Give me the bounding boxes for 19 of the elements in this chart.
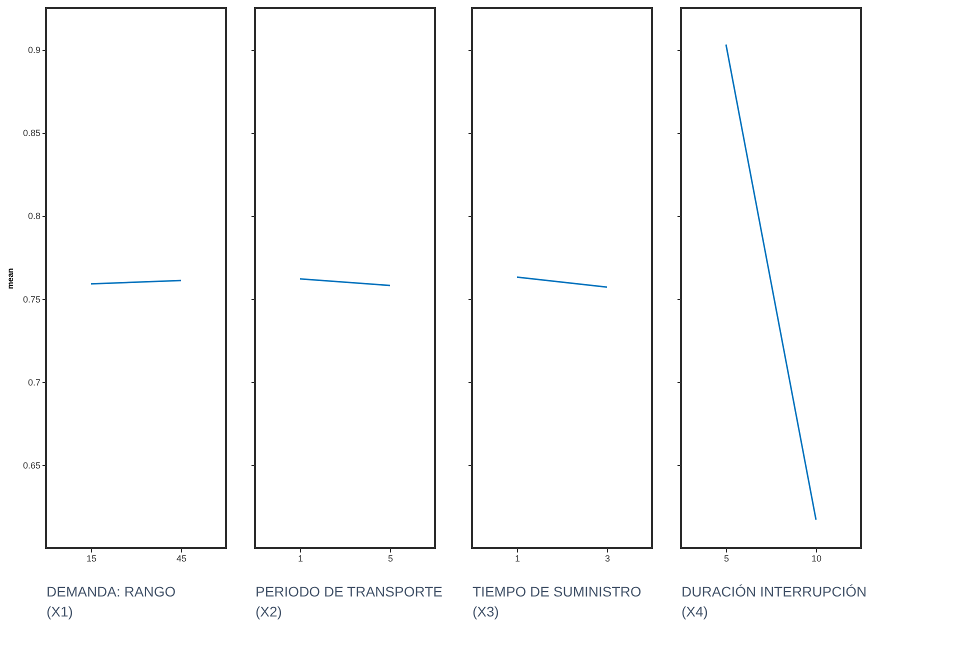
x-tick-label: 5 bbox=[724, 554, 730, 564]
x-axis-title: TIEMPO DE SUMINISTRO (X3) bbox=[472, 584, 642, 620]
x-tick-label: 45 bbox=[176, 554, 187, 564]
y-tick-label: 0.8 bbox=[28, 211, 40, 222]
y-axis-title: mean bbox=[6, 268, 15, 289]
y-tick-label: 0.85 bbox=[22, 128, 40, 138]
x-tick-label: 1 bbox=[298, 554, 304, 564]
x-axis-title: DEMANDA: RANGO (X1) bbox=[46, 584, 176, 620]
x-tick-label: 3 bbox=[604, 554, 610, 564]
x-tick-label: 15 bbox=[86, 554, 97, 564]
x-tick-label: 5 bbox=[388, 554, 394, 564]
x-axis-title: PERIODO DE TRANSPORTE (X2) bbox=[256, 584, 442, 620]
y-tick-label: 0.7 bbox=[28, 377, 40, 388]
y-tick-label: 0.9 bbox=[28, 45, 40, 56]
x-axis-title: DURACIÓN INTERRUPCIÓN (X4) bbox=[682, 584, 867, 620]
y-tick-label: 0.65 bbox=[22, 460, 40, 470]
x-tick-label: 10 bbox=[811, 554, 822, 564]
y-tick-label: 0.75 bbox=[22, 294, 40, 304]
x-tick-label: 1 bbox=[514, 554, 520, 564]
